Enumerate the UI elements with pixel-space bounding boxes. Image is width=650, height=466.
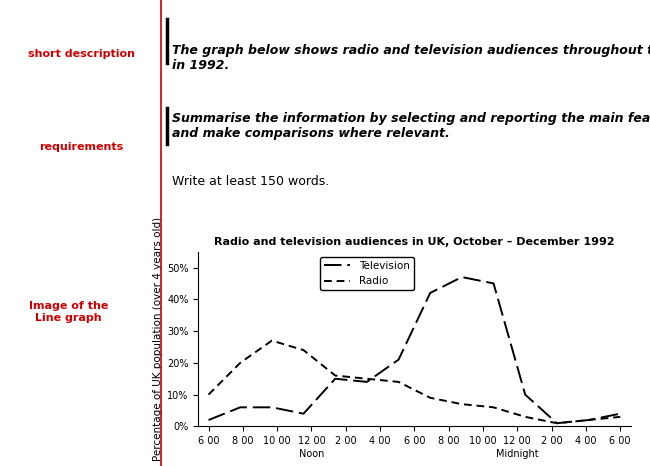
Text: The graph below shows radio and television audiences throughout the day
in 1992.: The graph below shows radio and televisi… [172,44,650,72]
Television [426,290,434,296]
Radio [237,360,244,366]
Radio [363,376,370,382]
Television [205,417,213,423]
Radio [426,395,434,401]
Radio [458,401,466,407]
Television [489,281,497,286]
Television [584,417,592,423]
Radio [300,347,307,353]
Text: Summarise the information by selecting and reporting the main features,
and make: Summarise the information by selecting a… [172,112,650,140]
Radio [332,373,339,378]
Text: Noon: Noon [299,449,324,459]
Line: Radio: Radio [209,341,620,423]
Text: short description: short description [28,48,135,59]
Title: Radio and television audiences in UK, October – December 1992: Radio and television audiences in UK, Oc… [214,237,615,247]
Television [363,379,370,385]
Television [332,376,339,382]
Television [458,274,466,280]
Text: Write at least 150 words.: Write at least 150 words. [172,175,330,188]
Radio [553,420,561,426]
Y-axis label: Percentage of UK population (over 4 years old): Percentage of UK population (over 4 year… [153,217,163,461]
Radio [584,417,592,423]
Radio [268,338,276,343]
Radio [616,414,624,420]
Television [553,420,561,426]
Text: Image of the
Line graph: Image of the Line graph [29,302,108,323]
Television [616,411,624,417]
Text: Midnight: Midnight [496,449,539,459]
Legend: Television, Radio: Television, Radio [320,257,414,290]
Television [300,411,307,417]
Television [268,404,276,410]
Radio [205,392,213,397]
Radio [489,404,497,410]
Television [395,357,402,363]
Radio [521,414,529,420]
Text: requirements: requirements [39,142,124,152]
Television [237,404,244,410]
Television [521,392,529,397]
Radio [395,379,402,385]
Line: Television: Television [209,277,620,423]
